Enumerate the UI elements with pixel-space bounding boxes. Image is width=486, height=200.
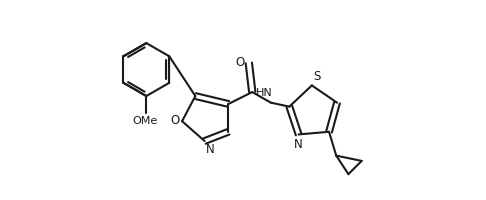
Text: HN: HN [256,88,273,98]
Text: N: N [206,143,214,156]
Text: S: S [313,70,321,83]
Text: N: N [294,138,302,151]
Text: O: O [236,56,245,69]
Text: OMe: OMe [132,116,157,126]
Text: O: O [171,114,180,127]
